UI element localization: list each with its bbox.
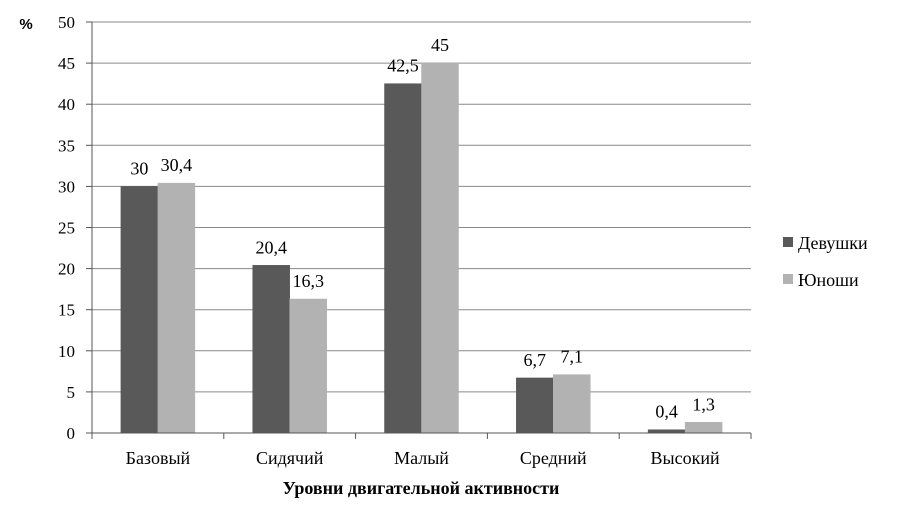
legend: Девушки Юноши [783,233,868,290]
data-label: 30 [130,158,148,178]
data-label: 6,7 [524,350,547,370]
data-label: 20,4 [255,237,287,257]
axes: 0 5 10 15 20 25 30 35 40 45 50 Базовый Сидячий Малый С… [58,13,752,468]
data-label: 16,3 [292,271,324,291]
legend-swatch-boys [783,274,793,284]
data-label: 1,3 [692,394,715,414]
x-tick-label: Сидячий [256,448,324,468]
y-tick-label: 10 [58,342,75,361]
x-axis-title: Уровни двигательной активности [283,478,560,498]
data-label: 0,4 [655,402,678,422]
y-tick-label: 25 [58,219,75,238]
x-tick-label: Средний [520,448,587,468]
bar-girls [252,265,290,434]
data-label: 7,1 [561,347,584,367]
bar-boys [553,374,591,434]
legend-swatch-girls [783,237,793,247]
data-label: 30,4 [161,155,193,175]
y-tick-label: 5 [67,383,76,402]
y-tick-label: 45 [58,54,75,73]
y-tick-label: 40 [58,95,75,114]
legend-label-boys: Юноши [798,270,859,290]
data-label: 45 [431,35,449,55]
y-axis-unit: % [19,16,32,33]
y-tick-label: 50 [58,13,75,32]
legend-label-girls: Девушки [798,233,868,253]
x-tick-label: Высокий [651,448,720,468]
x-tick-label: Малый [394,448,449,468]
x-tick-label: Базовый [126,448,191,468]
bars [120,62,723,434]
bar-girls [384,83,422,434]
bar-boys [421,62,459,434]
data-labels: 30 30,4 20,416,3 42,5 45 6,7 7,1 0,4 1,3 [130,35,714,422]
y-tick-label: 20 [58,260,75,279]
y-tick-label: 0 [67,424,76,443]
y-tick-label: 15 [58,301,75,320]
bar-boys [157,182,196,434]
y-tick-label: 30 [58,177,75,196]
bar-boys [289,298,327,434]
bar-boys [684,422,723,434]
bar-girls [516,377,554,434]
bar-girls [120,186,159,434]
data-label: 42,5 [387,56,419,76]
y-tick-label: 35 [58,136,75,155]
